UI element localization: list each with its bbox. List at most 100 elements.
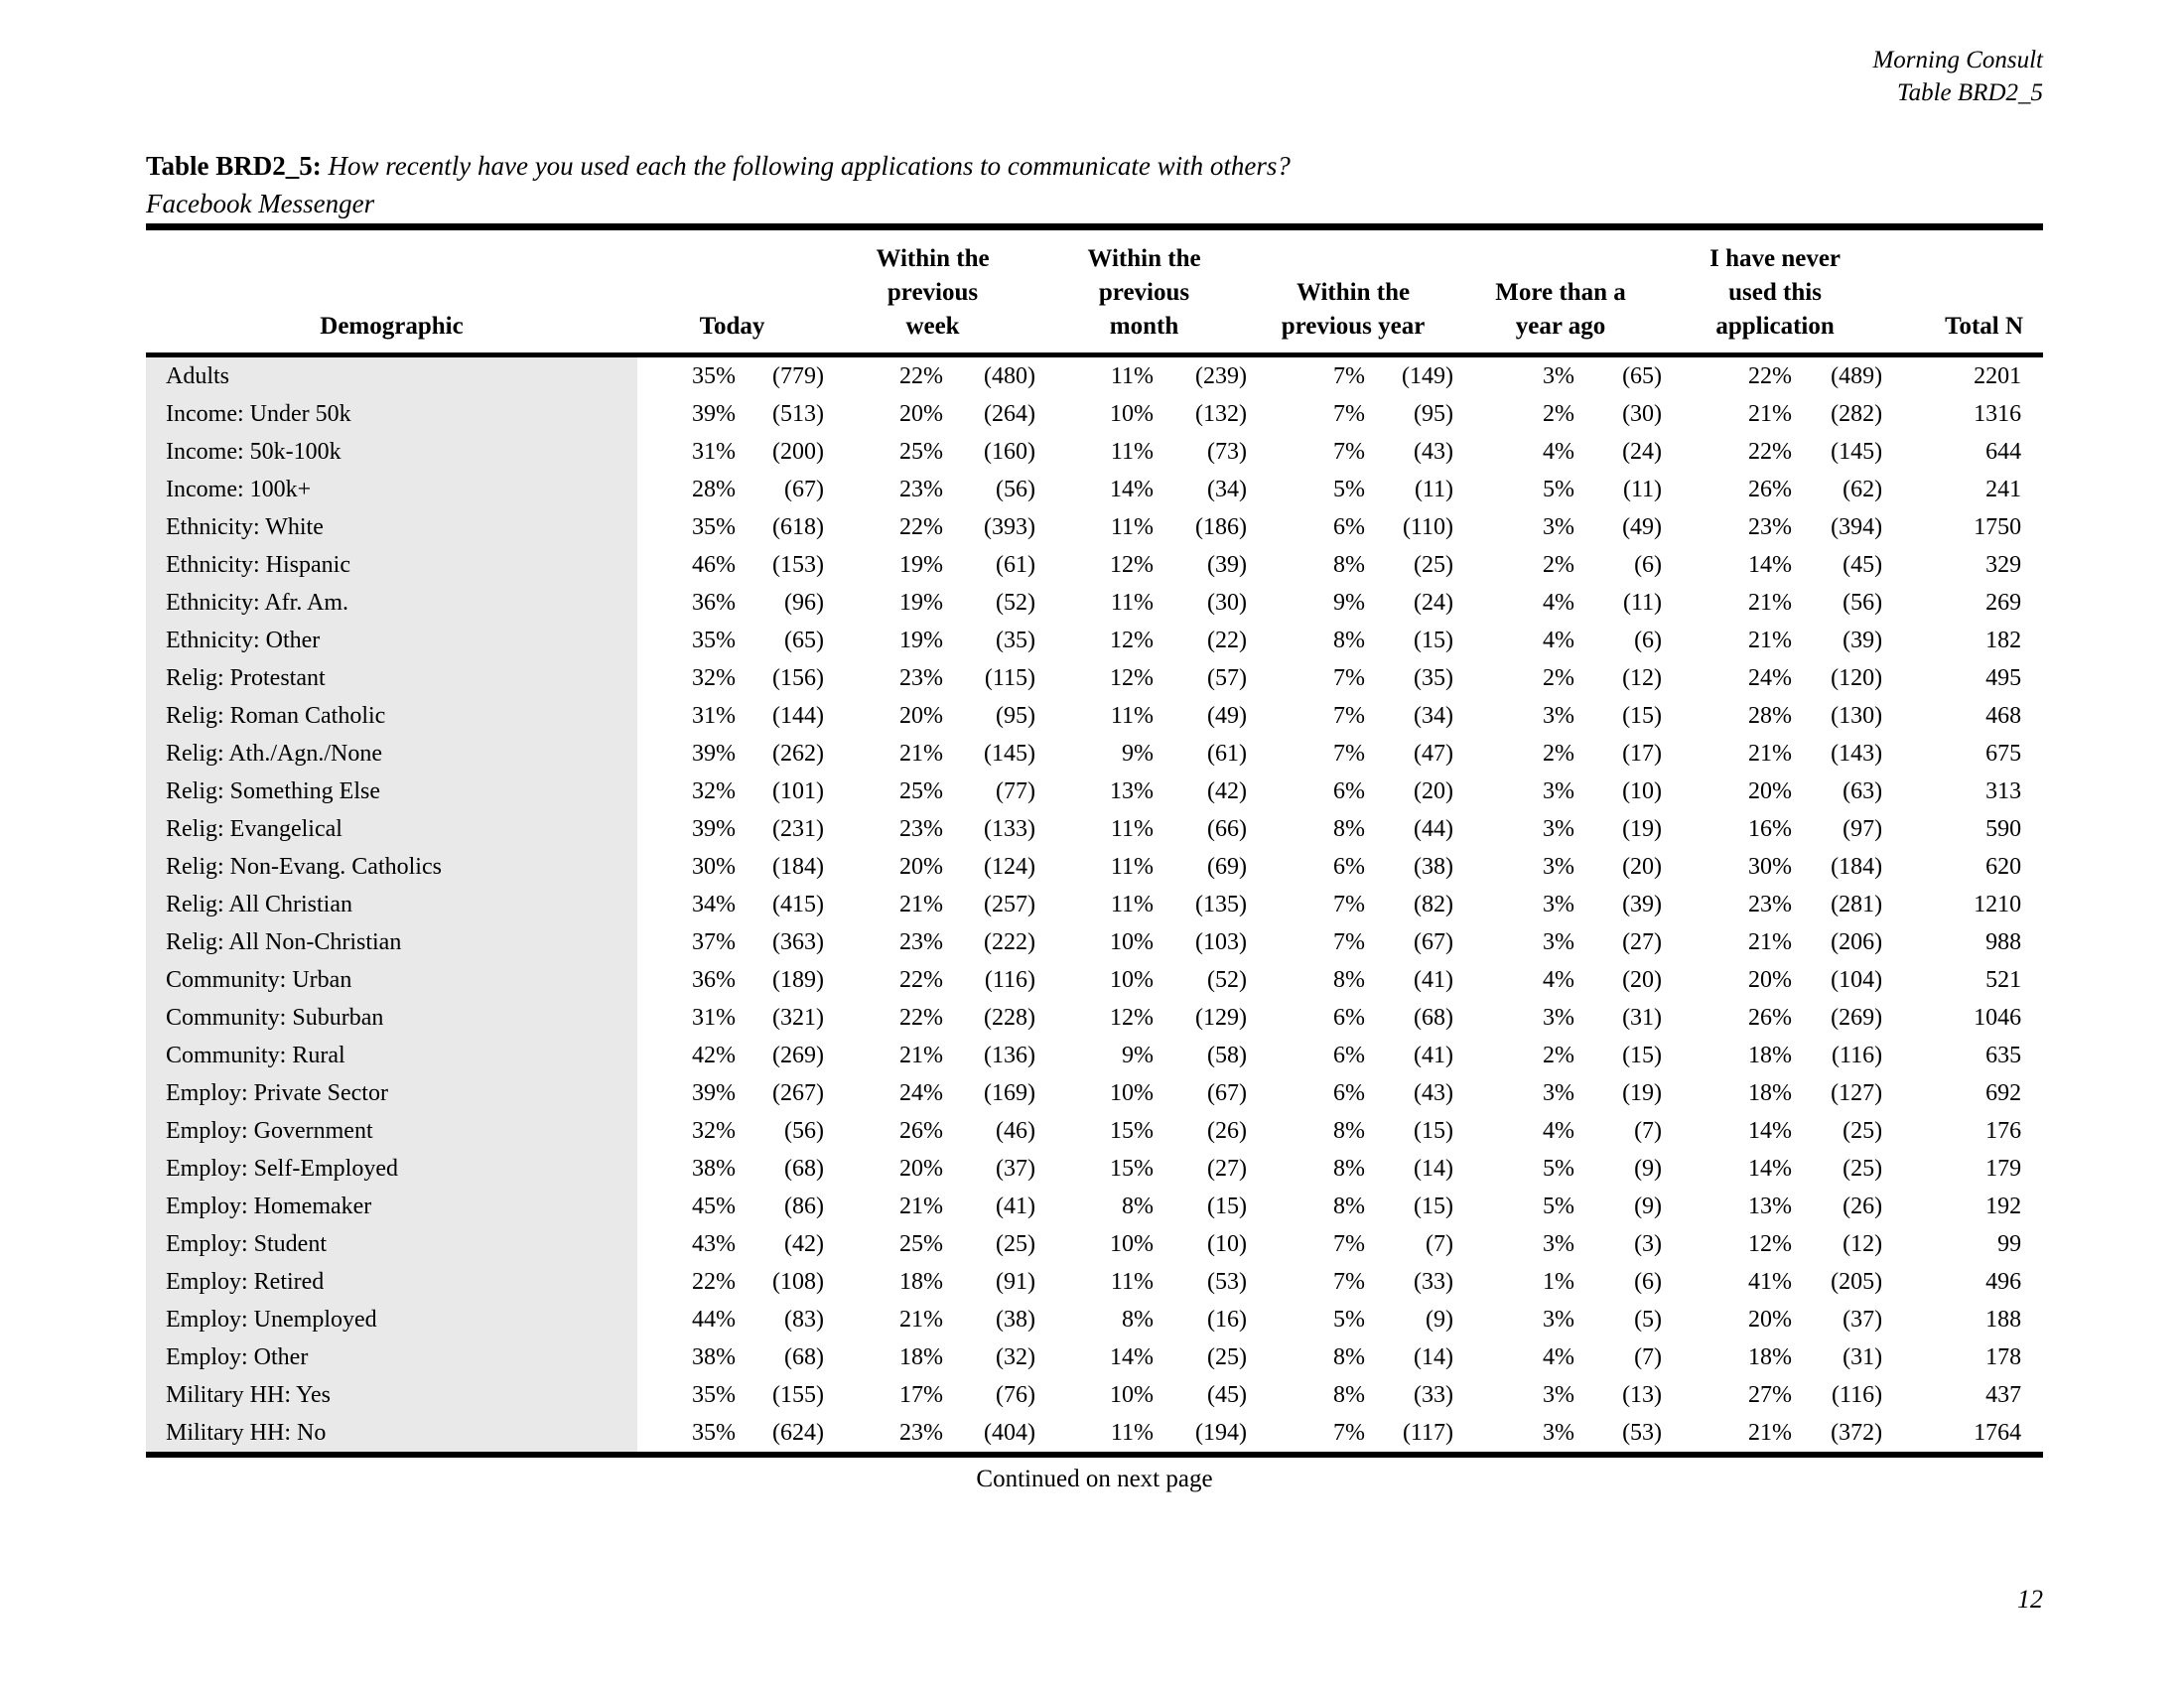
count-cell: (513) xyxy=(772,401,825,427)
percent-cell: 10% xyxy=(1110,1080,1155,1106)
percent-cell: 22% xyxy=(899,363,944,389)
count-cell: (6) xyxy=(1634,1269,1663,1295)
percent-cell: 39% xyxy=(692,1080,736,1106)
percent-cell: 24% xyxy=(899,1080,944,1106)
table-row: Employ: Homemaker 45% (86) 21% (41) 8% (15) 8% (… xyxy=(146,1188,2043,1225)
count-cell: (32) xyxy=(996,1344,1036,1370)
col-header-total-n: Total N xyxy=(1885,226,2044,357)
count-cell: (14) xyxy=(1414,1156,1454,1182)
count-cell: (42) xyxy=(1207,778,1248,804)
percent-cell: 43% xyxy=(692,1231,736,1257)
total-n-cell: 188 xyxy=(1985,1307,2022,1333)
total-n-cell: 590 xyxy=(1985,816,2022,842)
percent-cell: 18% xyxy=(899,1269,944,1295)
percent-cell: 31% xyxy=(692,703,736,729)
count-cell: (282) xyxy=(1831,401,1883,427)
demographic-cell: Military HH: No xyxy=(146,1414,637,1455)
percent-cell: 31% xyxy=(692,1005,736,1031)
percent-cell: 35% xyxy=(692,1382,736,1408)
percent-cell: 44% xyxy=(692,1307,736,1333)
demographic-cell: Adults xyxy=(146,354,637,395)
count-cell: (228) xyxy=(984,1005,1036,1031)
table-row: Military HH: Yes 35% (155) 17% (76) 10% (45) 8%… xyxy=(146,1376,2043,1414)
count-cell: (11) xyxy=(1622,590,1663,616)
count-cell: (7) xyxy=(1634,1118,1663,1144)
percent-cell: 8% xyxy=(1333,552,1366,578)
total-n-cell: 495 xyxy=(1985,665,2022,691)
percent-cell: 11% xyxy=(1110,439,1155,465)
count-cell: (43) xyxy=(1414,439,1454,465)
percent-cell: 9% xyxy=(1122,1043,1155,1068)
percent-cell: 21% xyxy=(1748,590,1793,616)
count-cell: (13) xyxy=(1622,1382,1663,1408)
count-cell: (49) xyxy=(1622,514,1663,540)
percent-cell: 3% xyxy=(1543,703,1575,729)
demographic-cell: Relig: Ath./Agn./None xyxy=(146,735,637,773)
percent-cell: 3% xyxy=(1543,1005,1575,1031)
percent-cell: 4% xyxy=(1543,439,1575,465)
count-cell: (46) xyxy=(996,1118,1036,1144)
count-cell: (33) xyxy=(1414,1382,1454,1408)
percent-cell: 4% xyxy=(1543,967,1575,993)
percent-cell: 36% xyxy=(692,590,736,616)
percent-cell: 10% xyxy=(1110,929,1155,955)
percent-cell: 36% xyxy=(692,967,736,993)
count-cell: (404) xyxy=(984,1420,1036,1446)
count-cell: (155) xyxy=(772,1382,825,1408)
percent-cell: 14% xyxy=(1748,1118,1793,1144)
percent-cell: 7% xyxy=(1333,1231,1366,1257)
count-cell: (9) xyxy=(1634,1194,1663,1219)
percent-cell: 12% xyxy=(1110,552,1155,578)
count-cell: (116) xyxy=(984,967,1036,993)
percent-cell: 3% xyxy=(1543,816,1575,842)
percent-cell: 4% xyxy=(1543,628,1575,653)
count-cell: (45) xyxy=(1843,552,1883,578)
percent-cell: 7% xyxy=(1333,363,1366,389)
percent-cell: 1% xyxy=(1543,1269,1575,1295)
count-cell: (20) xyxy=(1622,854,1663,880)
total-n-cell: 988 xyxy=(1985,929,2022,955)
percent-cell: 7% xyxy=(1333,1269,1366,1295)
count-cell: (82) xyxy=(1414,892,1454,917)
percent-cell: 32% xyxy=(692,665,736,691)
percent-cell: 23% xyxy=(899,816,944,842)
table-row: Relig: Protestant 32% (156) 23% (115) 12% (57)… xyxy=(146,659,2043,697)
count-cell: (231) xyxy=(772,816,825,842)
percent-cell: 28% xyxy=(1748,703,1793,729)
percent-cell: 34% xyxy=(692,892,736,917)
count-cell: (10) xyxy=(1622,778,1663,804)
count-cell: (7) xyxy=(1426,1231,1454,1257)
count-cell: (73) xyxy=(1207,439,1248,465)
demographic-cell: Relig: Protestant xyxy=(146,659,637,697)
percent-cell: 20% xyxy=(1748,778,1793,804)
table-row: Community: Suburban 31% (321) 22% (228) 12% (1… xyxy=(146,999,2043,1037)
percent-cell: 17% xyxy=(899,1382,944,1408)
crosstab-table: Demographic Today Within the previous we… xyxy=(146,223,2044,1458)
percent-cell: 26% xyxy=(1748,1005,1793,1031)
count-cell: (15) xyxy=(1414,1118,1454,1144)
title-prefix: Table BRD2_5: xyxy=(146,151,322,181)
count-cell: (61) xyxy=(1207,741,1248,767)
total-n-cell: 329 xyxy=(1985,552,2022,578)
percent-cell: 12% xyxy=(1110,665,1155,691)
percent-cell: 23% xyxy=(899,929,944,955)
demographic-cell: Employ: Private Sector xyxy=(146,1074,637,1112)
percent-cell: 22% xyxy=(899,514,944,540)
count-cell: (25) xyxy=(1414,552,1454,578)
table-row: Relig: Roman Catholic 31% (144) 20% (95) 11% (… xyxy=(146,697,2043,735)
page-number: 12 xyxy=(2017,1585,2043,1614)
col-header-demographic: Demographic xyxy=(146,226,637,357)
count-cell: (116) xyxy=(1831,1382,1883,1408)
count-cell: (206) xyxy=(1831,929,1883,955)
count-cell: (56) xyxy=(1843,590,1883,616)
percent-cell: 12% xyxy=(1110,1005,1155,1031)
percent-cell: 22% xyxy=(899,967,944,993)
percent-cell: 25% xyxy=(899,439,944,465)
percent-cell: 21% xyxy=(899,892,944,917)
percent-cell: 23% xyxy=(1748,892,1793,917)
count-cell: (86) xyxy=(784,1194,825,1219)
count-cell: (779) xyxy=(772,363,825,389)
percent-cell: 18% xyxy=(1748,1344,1793,1370)
percent-cell: 21% xyxy=(1748,401,1793,427)
demographic-cell: Employ: Student xyxy=(146,1225,637,1263)
